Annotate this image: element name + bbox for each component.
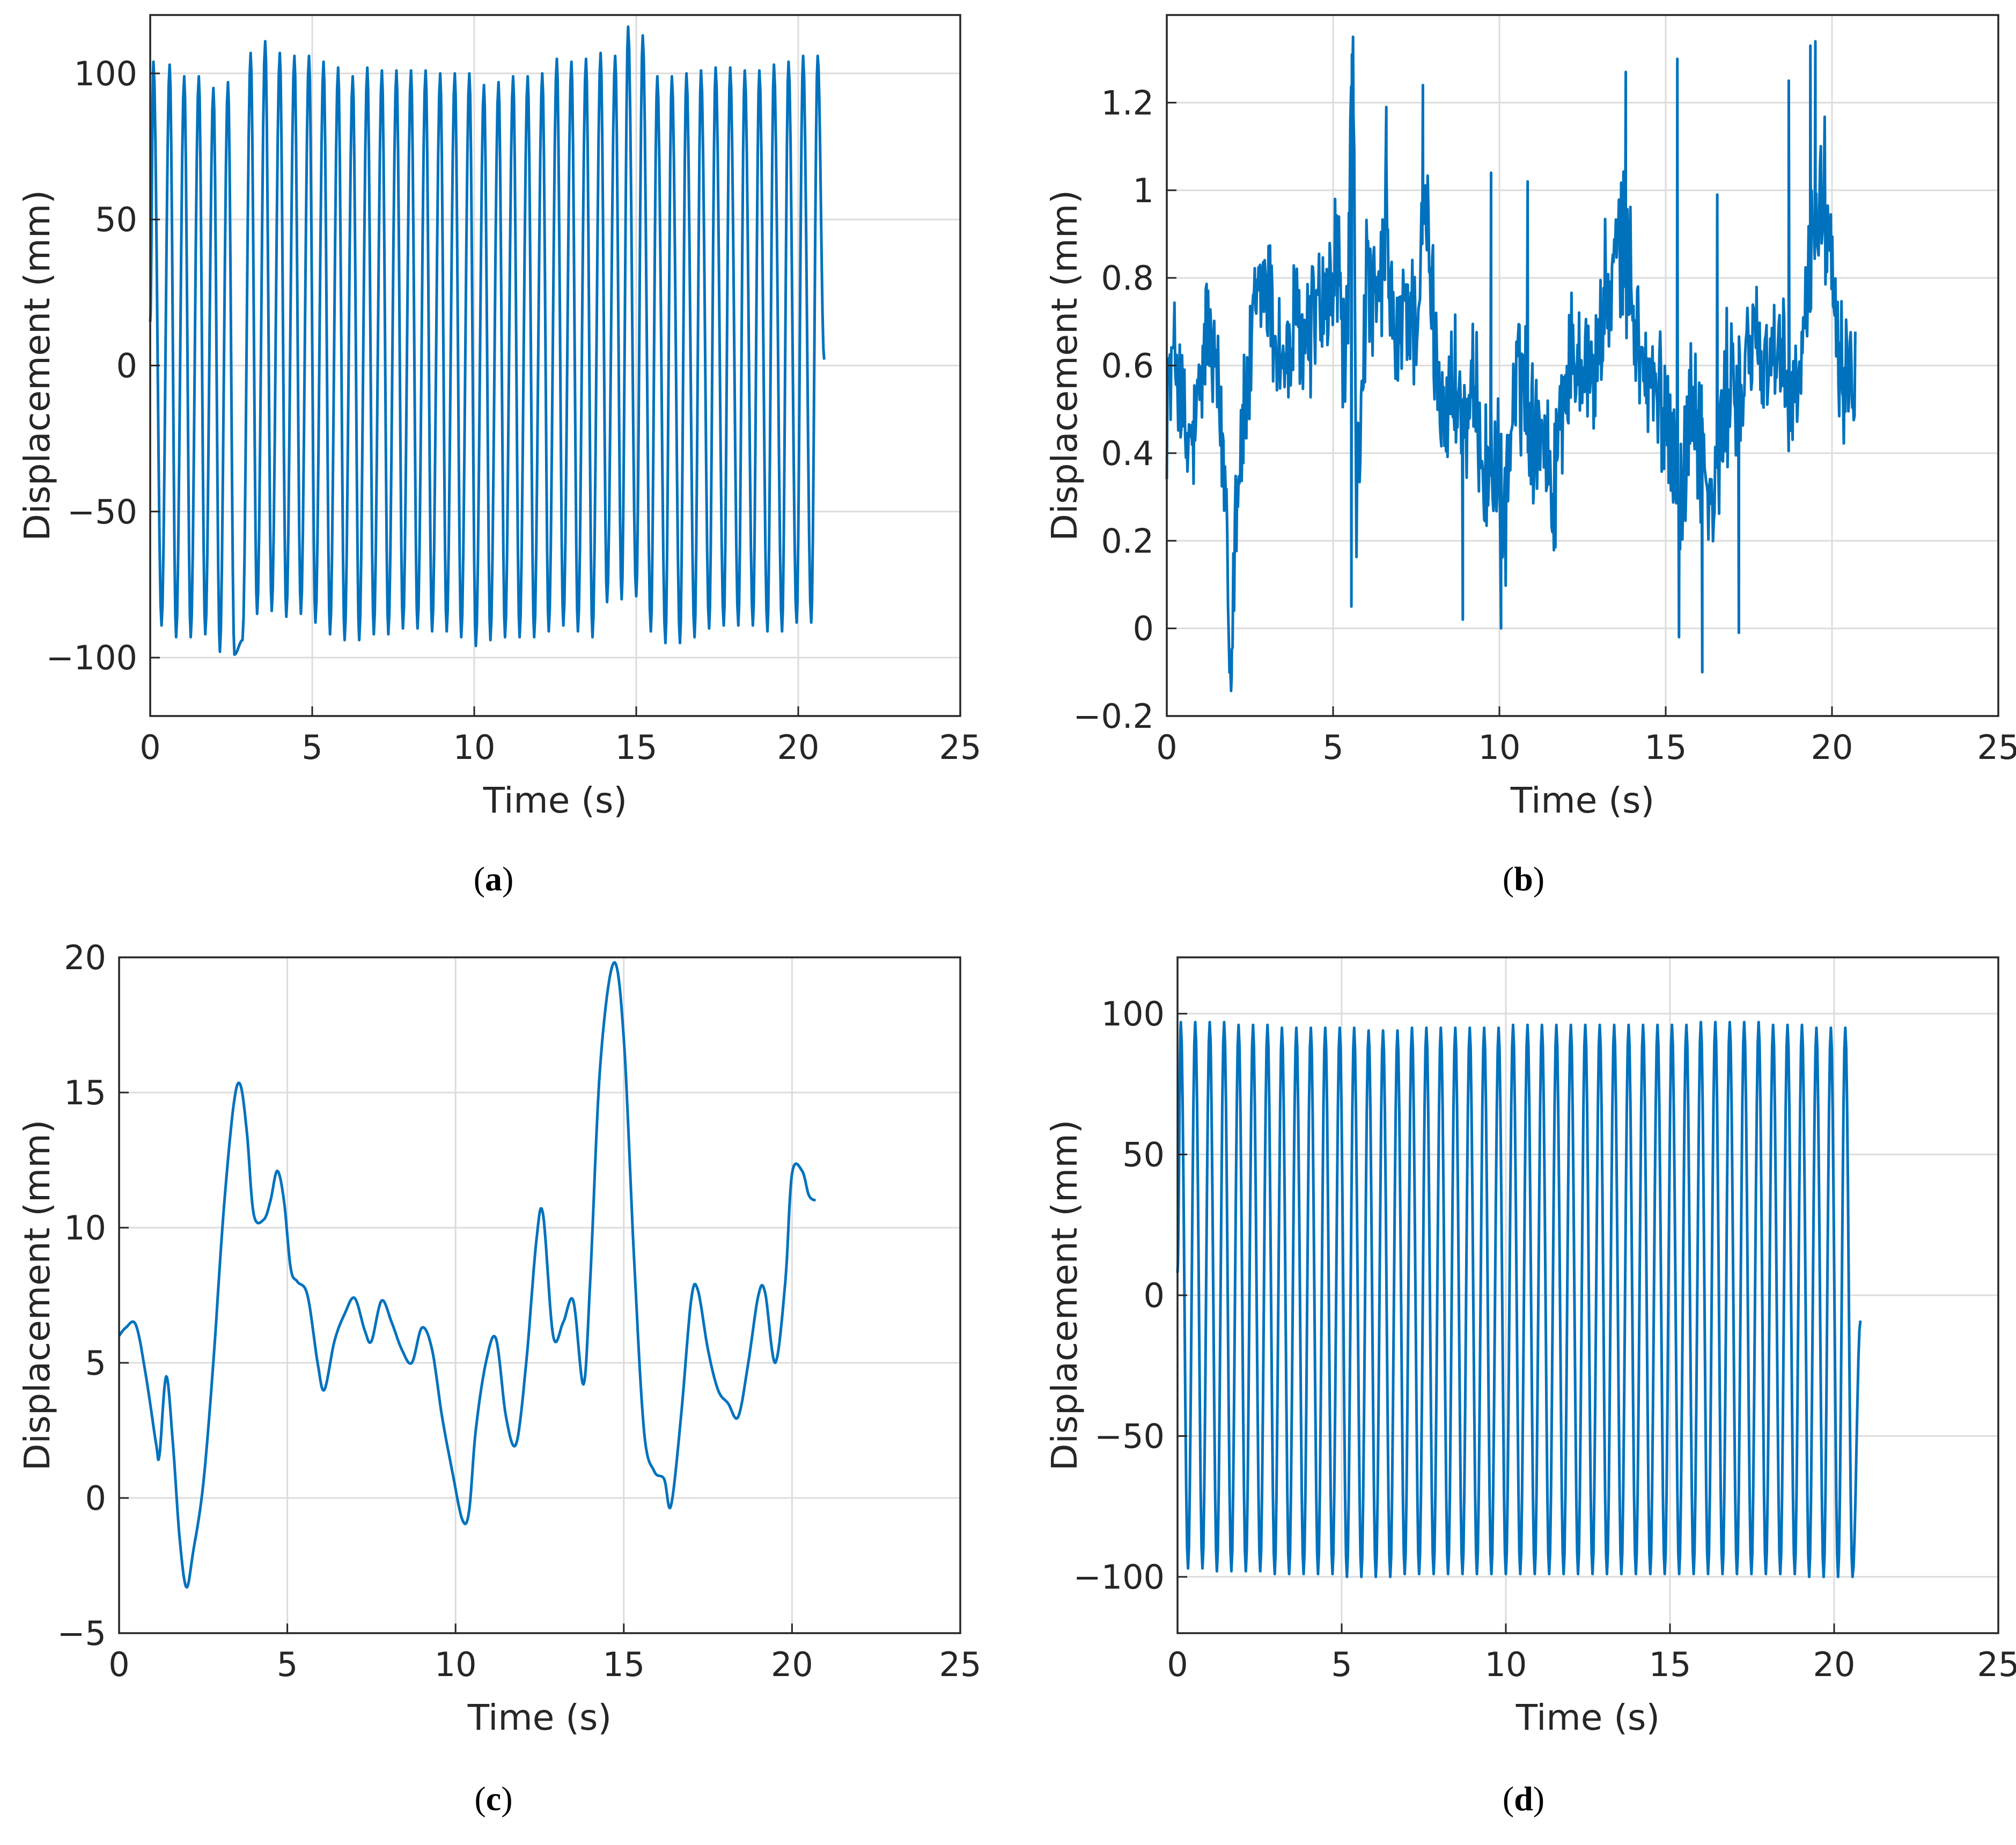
x-tick-label: 0 — [108, 1645, 129, 1684]
y-tick-label: −50 — [1094, 1417, 1165, 1456]
y-tick-label: 1 — [1133, 171, 1154, 210]
x-tick-label: 20 — [777, 728, 820, 767]
y-tick-label: 0 — [85, 1479, 106, 1518]
y-tick-label: 0 — [1133, 609, 1154, 648]
y-tick-label: 0.2 — [1101, 521, 1154, 560]
caption-letter: b — [1514, 860, 1533, 898]
panel-caption: (c) — [474, 1780, 512, 1818]
axes-box — [118, 956, 961, 1634]
x-tick-label: 5 — [301, 728, 322, 767]
x-tick-label: 5 — [1331, 1645, 1352, 1684]
x-tick-label: 20 — [1813, 1645, 1856, 1684]
panel-a: 0 5 10 15 20 25 −100 −50 0 50 100 Time (s) Displacem… — [17, 14, 982, 898]
series-line — [118, 961, 817, 1589]
x-axis-label: Time (s) — [1510, 780, 1654, 821]
panel-caption: (d) — [1503, 1780, 1544, 1818]
x-tick-label: 25 — [1977, 1645, 2016, 1684]
y-tick-label: 50 — [95, 200, 137, 239]
x-tick-label: 25 — [939, 1645, 982, 1684]
x-tick-label: 10 — [453, 728, 496, 767]
x-tick-label: 10 — [1485, 1645, 1527, 1684]
plot-area — [119, 957, 960, 1633]
y-tick-label: −100 — [1073, 1558, 1165, 1597]
y-axis-label: Displacement (mm) — [1044, 1120, 1085, 1471]
x-tick-label: 0 — [1167, 1645, 1188, 1684]
caption-open: ( — [474, 1780, 485, 1818]
caption-letter: a — [485, 860, 502, 898]
caption-close: ) — [1533, 860, 1544, 898]
y-tick-label: 0.8 — [1101, 259, 1154, 298]
y-tick-label: 15 — [64, 1073, 106, 1112]
y-tick-label: −0.2 — [1073, 697, 1154, 736]
y-tick-label: 50 — [1122, 1135, 1165, 1175]
y-tick-label: 20 — [64, 938, 106, 977]
x-tick-label: 15 — [602, 1645, 645, 1684]
y-tick-label: −100 — [46, 638, 137, 677]
y-tick-label: 0.6 — [1101, 346, 1154, 386]
x-tick-label: 10 — [435, 1645, 477, 1684]
caption-close: ) — [502, 860, 513, 898]
x-tick-label: 0 — [139, 728, 160, 767]
x-tick-label: 5 — [1322, 728, 1343, 767]
caption-letter: c — [486, 1780, 501, 1818]
caption-open: ( — [1503, 860, 1514, 898]
x-tick-label: 10 — [1478, 728, 1521, 767]
x-tick-label: 15 — [1645, 728, 1687, 767]
series-line — [149, 25, 826, 656]
caption-letter: d — [1514, 1780, 1533, 1818]
series-line — [1176, 1021, 1862, 1578]
y-tick-label: −50 — [67, 492, 137, 532]
caption-open: ( — [474, 860, 485, 898]
y-tick-label: 1.2 — [1101, 83, 1154, 122]
y-axis-label: Displacement (mm) — [17, 1120, 58, 1471]
y-tick-label: 0 — [1144, 1276, 1165, 1315]
x-tick-label: 25 — [1977, 728, 2016, 767]
series-line — [1165, 35, 1857, 692]
y-axis-label: Displacement (mm) — [1044, 190, 1085, 541]
x-tick-label: 25 — [939, 728, 982, 767]
caption-open: ( — [1503, 1780, 1514, 1818]
x-tick-label: 15 — [615, 728, 658, 767]
y-tick-label: 0 — [116, 346, 137, 386]
y-tick-label: 5 — [85, 1344, 106, 1383]
x-axis-label: Time (s) — [1515, 1697, 1660, 1738]
y-tick-label: 10 — [64, 1208, 106, 1248]
panel-caption: (a) — [474, 860, 514, 898]
caption-close: ) — [1533, 1780, 1544, 1818]
y-tick-label: −5 — [57, 1614, 106, 1653]
caption-close: ) — [501, 1780, 512, 1818]
panel-caption: (b) — [1503, 860, 1544, 898]
panel-d: 0 5 10 15 20 25 −100 −50 0 50 100 Time (s) Displacem… — [1044, 956, 2016, 1818]
y-tick-label: 100 — [1101, 994, 1165, 1034]
y-tick-label: 0.4 — [1101, 434, 1154, 473]
x-tick-label: 15 — [1649, 1645, 1691, 1684]
x-tick-label: 20 — [1811, 728, 1853, 767]
x-tick-label: 5 — [277, 1645, 298, 1684]
x-tick-label: 20 — [771, 1645, 813, 1684]
y-tick-label: 100 — [74, 54, 137, 93]
y-axis-label: Displacement (mm) — [17, 190, 58, 541]
x-axis-label: Time (s) — [483, 780, 627, 821]
x-tick-label: 0 — [1156, 728, 1177, 767]
x-axis-label: Time (s) — [467, 1697, 612, 1738]
